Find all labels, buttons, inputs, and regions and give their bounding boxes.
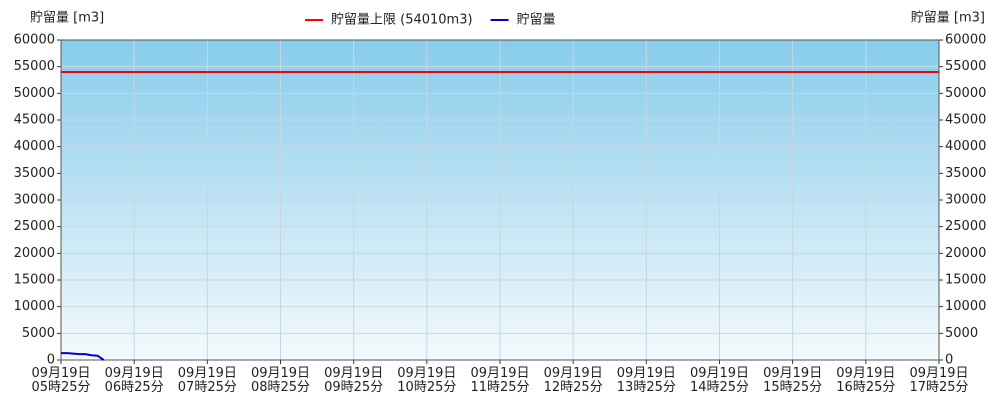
y2-tick-label: 0 (945, 353, 953, 368)
y2-tick-label: 10000 (945, 299, 986, 314)
y2-tick-label: 45000 (945, 113, 986, 128)
x-tick-label: 09月19日 12時25分 (544, 366, 603, 395)
series-line (61, 352, 105, 361)
y-tick-label: 45000 (14, 113, 55, 128)
y-axis-label: 貯留量 [m3] (30, 11, 104, 26)
legend: 貯留量上限 (54010m3) 貯留量 (305, 13, 556, 28)
x-tick-label: 09月19日 08時25分 (251, 366, 310, 395)
y-tick-label: 15000 (14, 273, 55, 288)
x-tick-label: 09月19日 11時25分 (470, 366, 529, 395)
y2-axis-label: 貯留量 [m3] (911, 11, 985, 26)
x-tick-label: 09月19日 16時25分 (836, 366, 895, 395)
x-tick-label: 09月19日 14時25分 (690, 366, 749, 395)
x-tick-label: 09月19日 13時25分 (617, 366, 676, 395)
plot-border (60, 39, 940, 361)
y-tick-label: 55000 (14, 59, 55, 74)
x-tick-label: 09月19日 15時25分 (763, 366, 822, 395)
x-tick-label: 09月19日 07時25分 (178, 366, 237, 395)
y2-tick-label: 5000 (945, 326, 978, 341)
legend-label: 貯留量上限 (54010m3) (331, 13, 473, 28)
x-tick-label: 09月19日 06時25分 (105, 366, 164, 395)
y-tick-label: 50000 (14, 86, 55, 101)
x-tick-label: 09月19日 05時25分 (31, 366, 90, 395)
y-tick-label: 20000 (14, 246, 55, 261)
x-tick-label: 09月19日 17時25分 (909, 366, 968, 395)
legend-label: 貯留量 (517, 13, 556, 28)
y2-tick-label: 35000 (945, 166, 986, 181)
y2-tick-label: 50000 (945, 86, 986, 101)
y2-tick-label: 25000 (945, 219, 986, 234)
y2-tick-label: 60000 (945, 33, 986, 48)
x-tick-label: 09月19日 10時25分 (397, 366, 456, 395)
y2-tick-label: 30000 (945, 193, 986, 208)
y2-tick-label: 20000 (945, 246, 986, 261)
y-tick-label: 5000 (22, 326, 55, 341)
y-tick-label: 35000 (14, 166, 55, 181)
y-tick-label: 25000 (14, 219, 55, 234)
y-tick-label: 60000 (14, 33, 55, 48)
y-tick-label: 40000 (14, 139, 55, 154)
x-tick-label: 09月19日 09時25分 (324, 366, 383, 395)
y2-tick-label: 40000 (945, 139, 986, 154)
y-tick-label: 0 (47, 353, 55, 368)
y-tick-label: 30000 (14, 193, 55, 208)
y2-tick-label: 55000 (945, 59, 986, 74)
y-tick-label: 10000 (14, 299, 55, 314)
y2-tick-label: 15000 (945, 273, 986, 288)
